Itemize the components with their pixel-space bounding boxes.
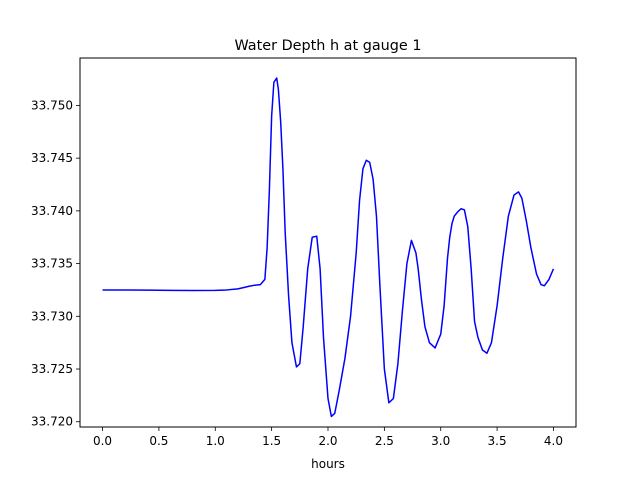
x-tick-label: 0.5 bbox=[149, 434, 168, 448]
x-tick-label: 3.5 bbox=[488, 434, 507, 448]
x-tick-label: 3.0 bbox=[431, 434, 450, 448]
x-axis-label: hours bbox=[311, 457, 345, 471]
y-tick-label: 33.725 bbox=[31, 362, 73, 376]
x-axis-ticks: 0.0 0.5 1.0 1.5 2.0 2.5 3.0 3.5 4.0 bbox=[93, 427, 563, 448]
x-tick-label: 1.5 bbox=[262, 434, 281, 448]
y-tick-label: 33.740 bbox=[31, 204, 73, 218]
y-tick-label: 33.730 bbox=[31, 309, 73, 323]
y-tick-label: 33.735 bbox=[31, 257, 73, 271]
x-tick-label: 1.0 bbox=[206, 434, 225, 448]
x-tick-label: 2.5 bbox=[375, 434, 394, 448]
y-tick-label: 33.720 bbox=[31, 415, 73, 429]
y-axis-ticks: 33.720 33.725 33.730 33.735 33.740 33.745 33.7… bbox=[31, 98, 80, 429]
x-tick-label: 2.0 bbox=[318, 434, 337, 448]
y-tick-label: 33.745 bbox=[31, 151, 73, 165]
y-tick-label: 33.750 bbox=[31, 98, 73, 112]
chart-title: Water Depth h at gauge 1 bbox=[234, 38, 421, 54]
x-tick-label: 4.0 bbox=[544, 434, 563, 448]
series-line-1 bbox=[102, 77, 555, 418]
x-tick-label: 0.0 bbox=[93, 434, 112, 448]
